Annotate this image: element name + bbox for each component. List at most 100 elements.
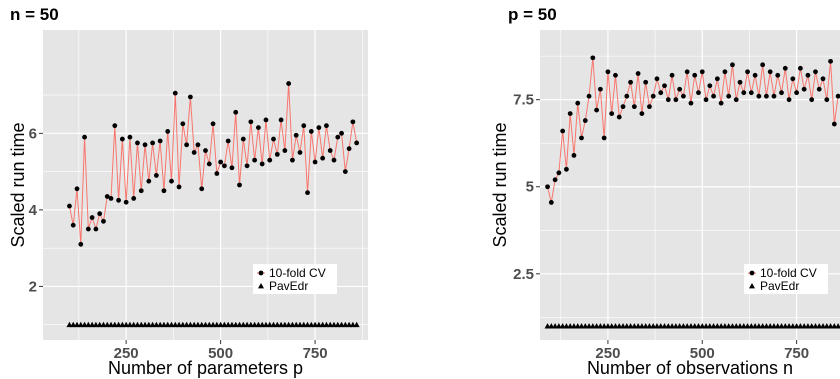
data-point-triangle [593,323,600,329]
data-point-triangle [134,321,141,328]
data-point-triangle [597,323,604,329]
legend-key-circle [749,270,755,276]
data-point [711,93,716,99]
data-point [89,215,95,220]
data-point-triangle [172,321,179,328]
data-point [605,69,611,75]
data-point [195,142,201,148]
data-point-triangle [142,321,149,328]
data-point [354,140,360,146]
data-point-triangle [718,323,725,329]
legend-label: 10-fold CV [760,266,817,280]
data-point [703,97,709,103]
y-axis-label: Scaled run time [490,122,510,247]
data-point-triangle [601,323,608,329]
data-point [609,111,615,116]
data-point-triangle [119,321,126,328]
data-point-triangle [89,321,96,328]
data-point-triangle [85,321,92,328]
data-point [297,150,303,155]
data-point [560,128,566,134]
data-point [127,134,133,140]
data-point-triangle [221,321,228,328]
data-point-triangle [661,323,668,329]
data-point-triangle [578,323,585,329]
data-point-triangle [801,323,808,329]
data-point [797,65,803,71]
data-point-triangle [130,321,137,328]
data-point [726,93,732,99]
data-point-triangle [755,323,762,329]
data-point-triangle [820,323,827,329]
data-point [206,161,212,167]
data-point-triangle [740,323,747,329]
data-point-triangle [244,321,251,328]
data-point [764,93,769,99]
data-point [556,170,562,176]
data-point-triangle [66,321,73,328]
x-tick-label: 250 [595,345,620,362]
chart-title: n = 50 [10,5,59,24]
data-point-triangle [548,323,555,329]
data-point-triangle [612,323,619,329]
data-point-triangle [687,323,694,329]
data-point-triangle [729,323,736,329]
data-point-triangle [808,323,815,329]
data-point [225,138,231,144]
data-point-triangle [680,323,687,329]
data-point [316,125,322,130]
data-point-triangle [804,323,811,329]
data-point-triangle [763,323,770,329]
data-point-triangle [563,323,570,329]
data-point-triangle [194,321,201,328]
series-pavedr [544,323,840,329]
data-point [248,119,254,125]
data-point [805,72,811,78]
data-point-triangle [164,321,171,328]
data-point-triangle [323,321,330,328]
data-point [616,114,622,120]
data-point-triangle [695,323,702,329]
data-point [324,123,329,129]
data-point [191,150,197,155]
data-point [282,148,288,153]
data-point [305,190,310,196]
data-point [586,93,592,99]
data-point-triangle [289,321,296,328]
data-point-triangle [835,323,840,329]
y-tick-label: 2 [29,278,37,295]
data-point-triangle [770,323,777,329]
data-point [240,136,246,142]
data-point-triangle [210,321,217,328]
data-point-triangle [183,321,190,328]
data-point [214,171,220,176]
data-point-triangle [285,321,292,328]
data-point-triangle [266,321,273,328]
data-point [597,86,603,92]
data-point [601,135,607,141]
y-axis-label: Scaled run time [8,122,28,247]
data-point-triangle [812,323,819,329]
data-point-triangle [81,321,88,328]
data-point [290,157,295,163]
x-tick-label: 750 [784,345,809,362]
data-point [82,134,87,140]
data-point-triangle [774,323,781,329]
data-point [662,83,667,89]
data-point [78,241,84,247]
data-point [101,218,106,224]
data-point [350,119,356,125]
data-point-triangle [646,323,653,329]
series-10-fold-cv [67,81,360,247]
data-point [203,148,208,153]
data-point-triangle [191,321,198,328]
data-point [278,117,284,123]
data-point-triangle [247,321,254,328]
data-point-triangle [710,323,717,329]
data-point-triangle [149,321,156,328]
data-point-triangle [684,323,691,329]
data-point [673,97,679,103]
legend-box [253,264,337,294]
data-point [669,72,675,78]
data-point [331,157,337,163]
